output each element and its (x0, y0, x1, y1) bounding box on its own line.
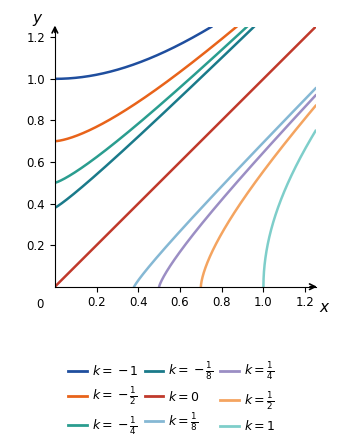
Text: 0: 0 (36, 298, 44, 311)
Text: y: y (32, 11, 41, 26)
Legend: $k = -1$, $k = -\frac{1}{2}$, $k = -\frac{1}{4}$, $k = -\frac{1}{8}$, $k = 0$, $: $k = -1$, $k = -\frac{1}{2}$, $k = -\fra… (63, 355, 280, 442)
Text: x: x (319, 300, 328, 315)
